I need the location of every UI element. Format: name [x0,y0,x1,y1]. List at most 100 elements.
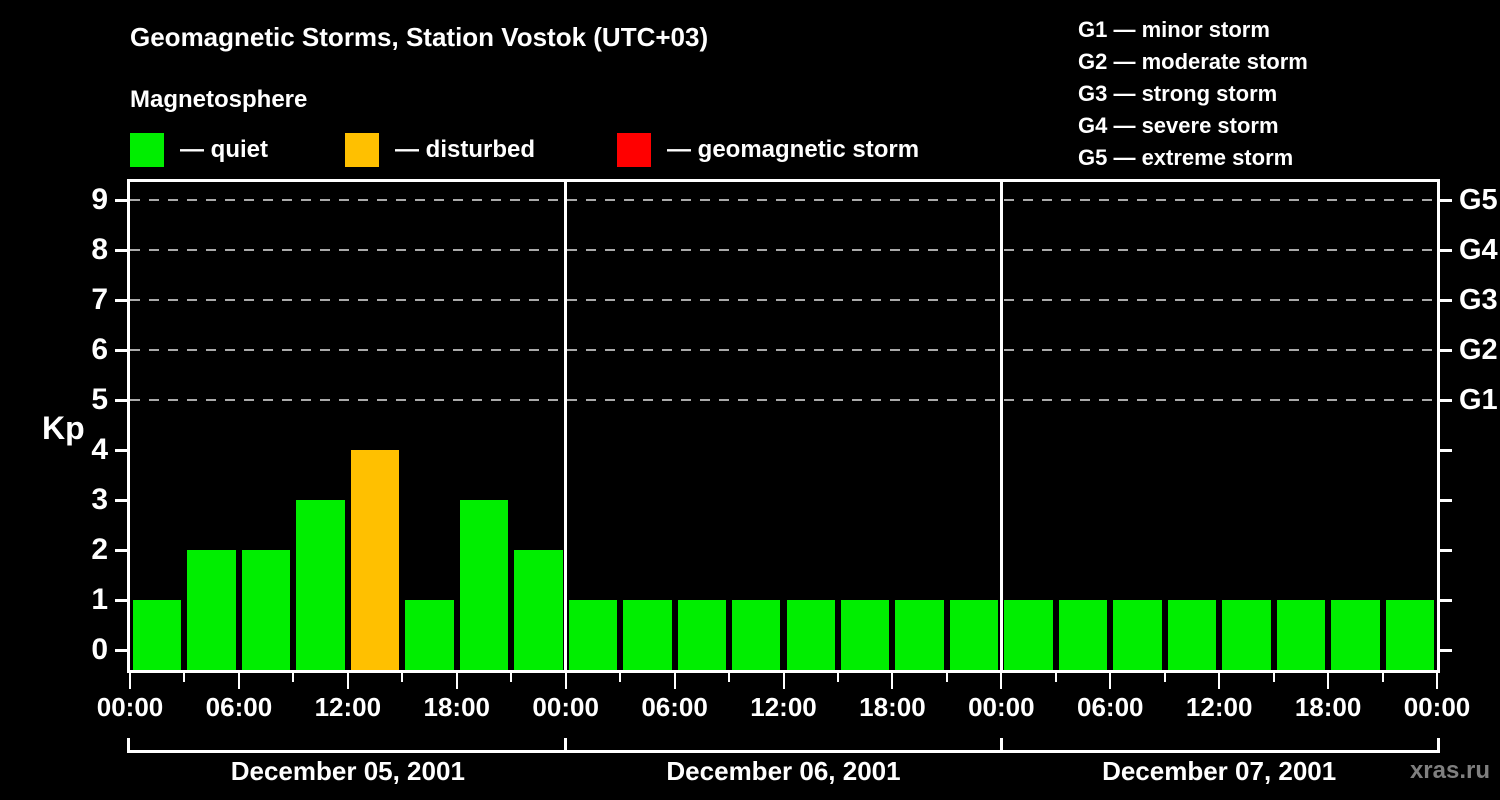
quiet-swatch-icon [130,133,164,167]
date-bracket-tick [1437,738,1440,750]
y-tick-right [1440,598,1452,602]
x-tick-major [1218,673,1221,689]
kp-bar [133,600,182,670]
panel-separator [999,182,1003,670]
y-tick-label: 7 [91,283,108,316]
y-tick-right [1440,648,1452,652]
g-scale-line-g4: G4 — severe storm [1078,113,1279,138]
g-scale-line-g5: G5 — extreme storm [1078,145,1294,170]
kp-bar [895,600,944,670]
legend-item-quiet: — quiet [130,132,268,168]
y-tick-right [1440,398,1452,402]
x-tick-major [237,673,240,689]
x-tick-minor [945,673,948,682]
y-tick-left [115,348,127,352]
plot-border-top [127,179,1440,182]
kp-bar [1222,600,1271,670]
date-label: December 07, 2001 [1102,756,1337,786]
time-label: 06:00 [1077,692,1144,722]
y-tick-label: 6 [91,333,108,366]
y-tick-left [115,398,127,402]
kp-bar [786,600,835,670]
legend-label-disturbed: — disturbed [395,136,536,163]
disturbed-swatch-icon [345,133,379,167]
time-label: 06:00 [641,692,708,722]
kp-bar [350,450,400,670]
y-tick-left [115,498,127,502]
plot-border-bottom [127,670,1440,673]
g-axis-label-g4: G4 [1459,234,1498,266]
magnetosphere-label: Magnetosphere [130,86,308,113]
kp-bar [568,600,618,670]
x-tick-major [346,673,349,689]
y-tick-right [1440,548,1452,552]
date-bracket-line [127,750,1440,753]
grid-line-kp9 [130,199,1437,201]
y-tick-label: 2 [91,533,108,566]
kp-bar [1331,600,1380,670]
x-tick-minor [728,673,731,682]
y-tick-right [1440,498,1452,502]
y-tick-label: 1 [91,583,108,616]
kp-bar [1058,600,1108,670]
x-tick-major [129,673,131,689]
kp-bar [623,600,672,670]
kp-bar [1113,600,1162,670]
time-label: 12:00 [1185,692,1253,722]
g-scale-line-g2: G2 — moderate storm [1078,49,1308,74]
x-tick-major [1327,673,1330,689]
x-tick-minor [510,673,513,682]
x-tick-major [782,673,785,689]
x-tick-minor [1381,673,1384,682]
date-label: December 06, 2001 [666,756,901,786]
time-label: 00:00 [96,692,164,722]
time-label: 00:00 [1403,692,1471,722]
x-tick-minor [1272,673,1275,682]
time-label: 18:00 [423,692,491,722]
y-tick-left [115,448,127,452]
x-tick-major [1436,673,1438,689]
y-tick-right [1440,298,1452,302]
date-bracket-tick [127,738,130,750]
kp-bar [840,600,890,670]
g-axis-label-g2: G2 [1459,334,1498,366]
kp-bar [459,500,509,670]
page-title: Geomagnetic Storms, Station Vostok (UTC+… [130,22,709,52]
plot-border-left [127,179,130,673]
g-scale-line-g3: G3 — strong storm [1078,81,1278,106]
time-label: 18:00 [859,692,926,722]
kp-bar [732,600,781,670]
watermark-xras: xras.ru [1409,757,1490,784]
y-tick-label: 3 [91,483,108,516]
x-tick-major [891,673,894,689]
x-tick-major [564,673,567,689]
kp-bar [677,600,727,670]
kp-bar [187,550,236,670]
y-tick-label: 8 [91,233,108,266]
time-label: 06:00 [205,692,273,722]
y-tick-left [115,598,127,602]
x-tick-major [455,673,458,689]
time-label: 18:00 [1294,692,1362,722]
g-scale-line-g1: G1 — minor storm [1078,17,1270,42]
y-tick-right [1440,198,1452,202]
y-tick-label: 0 [91,633,108,666]
date-label: December 05, 2001 [230,756,465,786]
kp-bar [1276,600,1326,670]
g-axis-label-g1: G1 [1459,384,1498,416]
legend-item-storm: — geomagnetic storm [617,132,919,168]
x-tick-minor [836,673,839,682]
y-tick-left [115,198,127,202]
x-tick-major [1109,673,1112,689]
x-tick-minor [1054,673,1057,682]
time-label: 12:00 [750,692,817,722]
y-tick-label: 4 [91,433,108,466]
g-axis-label-g5: G5 [1459,184,1498,216]
plot-border-right [1437,179,1440,673]
kp-bar [405,600,454,670]
time-label: 00:00 [532,692,599,722]
y-tick-label: 5 [91,383,108,416]
y-tick-right [1440,448,1452,452]
time-label: 00:00 [968,692,1035,722]
